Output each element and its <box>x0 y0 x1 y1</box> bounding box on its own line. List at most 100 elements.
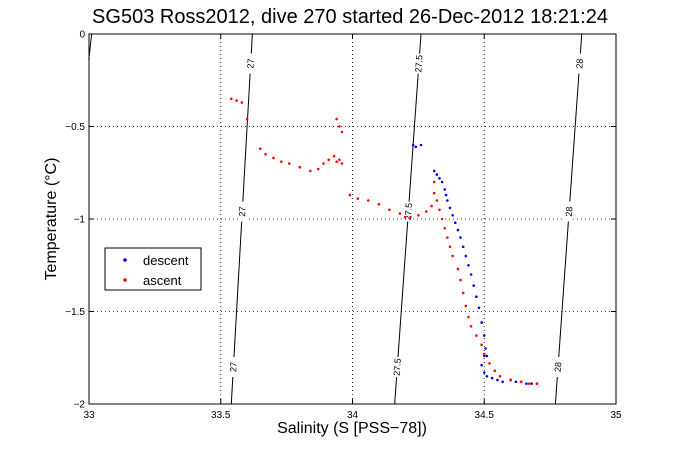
isopycnal-label: 27 <box>237 206 248 217</box>
data-point-ascent <box>264 152 267 156</box>
isopycnal-label-bg <box>414 53 423 74</box>
y-axis-label: Temperature (°C) <box>43 158 60 281</box>
data-point-ascent <box>464 304 468 308</box>
data-point-ascent <box>327 158 331 162</box>
series-descent <box>411 143 539 385</box>
legend-box <box>104 247 202 291</box>
data-point-descent <box>464 254 468 258</box>
isopycnal-label: 27 <box>245 58 256 69</box>
data-point-ascent <box>527 382 531 385</box>
data-point-descent <box>446 199 449 202</box>
isopycnal-label-bg <box>238 201 247 222</box>
data-point-ascent <box>356 197 360 200</box>
series-ascent <box>229 97 539 385</box>
data-point-ascent <box>388 208 391 212</box>
data-point-descent <box>484 347 487 350</box>
legend-marker-ascent <box>123 278 127 282</box>
data-point-descent <box>480 321 483 324</box>
data-point-ascent <box>430 204 433 208</box>
data-point-ascent <box>493 369 497 373</box>
data-point-ascent <box>440 217 444 221</box>
data-point-descent <box>432 169 436 173</box>
legend-label-ascent: ascent <box>143 273 182 288</box>
grid <box>89 34 616 404</box>
data-point-ascent <box>469 325 473 328</box>
isopycnal-label: 28 <box>564 206 575 217</box>
data-point-descent <box>444 193 448 197</box>
data-point-ascent <box>403 215 407 219</box>
data-point-descent <box>453 221 457 224</box>
data-point-descent <box>461 245 465 249</box>
data-point-descent <box>411 143 415 147</box>
data-point-ascent <box>432 191 436 195</box>
data-point-ascent <box>398 212 402 215</box>
data-point-ascent <box>316 167 320 171</box>
data-point-ascent <box>280 160 283 163</box>
data-point-ascent <box>367 199 370 202</box>
data-point-descent <box>456 228 460 232</box>
data-point-ascent <box>298 165 302 169</box>
data-point-descent <box>467 263 470 267</box>
data-point-descent <box>485 354 489 358</box>
data-point-ascent <box>467 315 470 319</box>
data-point-ascent <box>258 147 262 150</box>
isopycnal-label-bg <box>404 201 413 222</box>
data-point-ascent <box>272 156 275 160</box>
data-point-ascent <box>309 169 312 173</box>
data-point-descent <box>451 214 454 217</box>
x-tick-label: 33 <box>83 410 95 421</box>
data-point-descent <box>514 380 518 384</box>
data-point-descent <box>482 354 486 358</box>
y-tick-label: −2 <box>74 400 86 411</box>
data-point-ascent <box>448 245 452 249</box>
isopycnal-label-bg <box>554 357 563 377</box>
data-point-descent <box>482 334 486 337</box>
data-point-descent <box>438 177 441 180</box>
data-point-descent <box>490 376 494 380</box>
isopycnal-label: 27.5 <box>392 358 403 376</box>
density-contours: 27 27 27 27.5 27.5 27.5 28 28 28 <box>88 33 585 405</box>
data-point-ascent <box>482 352 486 356</box>
data-point-descent <box>440 180 444 184</box>
data-point-ascent <box>498 374 502 378</box>
legend-label-descent: descent <box>143 253 189 268</box>
data-point-ascent <box>438 208 441 212</box>
data-point-ascent <box>475 334 478 337</box>
data-point-ascent <box>340 130 344 134</box>
data-point-ascent <box>332 154 336 158</box>
y-tick-label: −1 <box>74 215 86 226</box>
data-point-ascent <box>446 236 449 239</box>
data-point-ascent <box>240 101 244 104</box>
data-point-descent <box>472 284 476 287</box>
isopycnal-label: 28 <box>574 58 585 69</box>
data-point-ascent <box>424 210 428 213</box>
isopycnal-label-bg <box>575 53 584 74</box>
data-point-ascent <box>245 117 249 121</box>
data-point-ascent <box>451 254 454 258</box>
data-point-ascent <box>338 125 341 128</box>
data-point-ascent <box>229 97 233 101</box>
data-point-descent <box>443 188 447 191</box>
data-point-ascent <box>322 162 325 165</box>
data-point-ascent <box>509 378 512 382</box>
x-axis-label: Salinity (S [PSS−78]) <box>277 420 427 437</box>
legend: descent ascent <box>104 247 202 291</box>
chart-title: SG503 Ross2012, dive 270 started 26-Dec-… <box>92 6 608 28</box>
data-point-ascent <box>459 278 462 282</box>
data-point-ascent <box>432 180 436 184</box>
data-point-descent <box>435 173 439 176</box>
data-point-ascent <box>417 214 420 217</box>
data-point-ascent <box>377 202 381 206</box>
data-point-ascent <box>435 199 439 202</box>
data-point-descent <box>459 236 462 239</box>
isopycnal-label-bg <box>393 357 402 377</box>
data-point-descent <box>448 206 452 210</box>
data-point-ascent <box>338 158 341 162</box>
y-tick-label: −1.5 <box>65 307 85 318</box>
legend-marker-descent <box>123 258 127 262</box>
isopycnal-label-bg <box>229 357 238 377</box>
data-point-descent <box>477 306 481 310</box>
data-point-descent <box>501 380 504 384</box>
data-points <box>229 97 539 385</box>
